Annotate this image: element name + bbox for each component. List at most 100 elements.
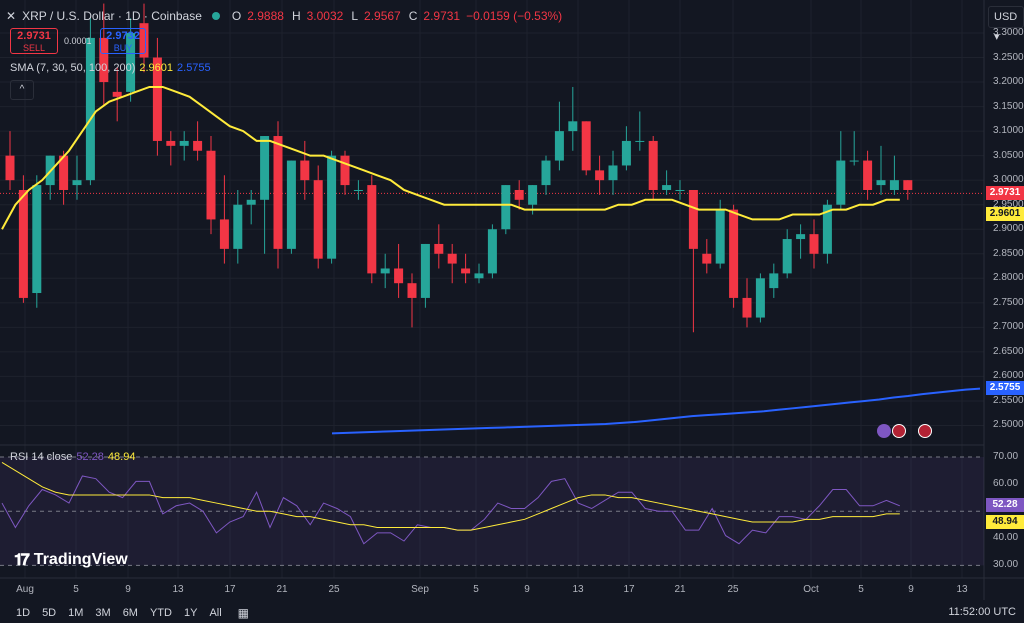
- price-tick-label: 3.3000: [993, 27, 1024, 38]
- candle-down: [367, 185, 377, 274]
- sma-fast-line: [1, 85, 900, 230]
- sma-legend[interactable]: SMA (7, 30, 50, 100, 200) 2.9601 2.5755: [10, 62, 211, 74]
- close-x-icon[interactable]: ✕: [6, 9, 17, 23]
- range-button-ytd[interactable]: YTD: [149, 607, 172, 619]
- candle-up: [635, 140, 645, 142]
- price-tick-label: 2.9000: [993, 223, 1024, 235]
- price-tick-label: 2.6000: [993, 370, 1024, 382]
- time-tick-label: 5: [73, 584, 79, 595]
- time-tick-label: 9: [125, 584, 131, 595]
- rsi-value: 52.28: [76, 451, 104, 463]
- candle-up: [782, 239, 792, 274]
- high-label: H: [291, 9, 301, 23]
- candle-up: [32, 185, 42, 294]
- candle-down: [595, 170, 605, 181]
- candle-up: [621, 140, 631, 166]
- price-tick-label: 2.5500: [993, 394, 1024, 406]
- price-tick-label: 3.1000: [993, 125, 1024, 137]
- sma-slow-line: [331, 387, 981, 435]
- candle-down: [742, 297, 752, 318]
- last-price-badge: 2.9731: [986, 186, 1024, 201]
- candle-down: [407, 283, 417, 298]
- candle-up: [554, 131, 564, 161]
- spread-value: 0.0001: [64, 36, 92, 46]
- candle-up: [474, 273, 484, 279]
- utc-clock[interactable]: 11:52:00 UTC: [948, 606, 1016, 618]
- range-button-1y[interactable]: 1Y: [183, 607, 198, 619]
- price-tick-label: 2.8000: [993, 272, 1024, 284]
- price-tick-label: 3.2000: [993, 76, 1024, 88]
- candle-up: [796, 234, 806, 240]
- event-flag-icon[interactable]: [877, 424, 891, 438]
- price-tick-label: 2.9500: [993, 198, 1024, 210]
- candle-down: [729, 209, 739, 298]
- price-tick-label: 2.8500: [993, 247, 1024, 259]
- candle-down: [340, 155, 350, 186]
- candle-up: [233, 204, 243, 249]
- price-tick-label: 3.0000: [993, 174, 1024, 186]
- candle-down: [112, 91, 122, 97]
- candle-down: [313, 180, 323, 259]
- sma-slow-badge: 2.5755: [986, 381, 1024, 396]
- candle-down: [300, 160, 310, 181]
- candle-down: [166, 140, 176, 146]
- candle-up: [662, 185, 672, 190]
- calendar-icon[interactable]: ▦: [237, 606, 250, 620]
- candle-down: [394, 268, 404, 284]
- candle-up: [715, 209, 725, 264]
- candle-up: [822, 204, 832, 254]
- range-button-5d[interactable]: 5D: [42, 607, 57, 619]
- candle-down: [514, 189, 524, 200]
- time-tick-label: 21: [276, 584, 288, 595]
- candle-down: [447, 253, 457, 264]
- candle-up: [126, 33, 136, 92]
- market-status-icon: [211, 12, 220, 20]
- price-tick-label: 2.5000: [993, 419, 1024, 431]
- buy-button[interactable]: 2.9732 BUY: [100, 28, 146, 54]
- sma-fast-value: 2.9601: [139, 62, 174, 74]
- price-tick-label: 3.1500: [993, 100, 1024, 112]
- candle-up: [260, 136, 270, 200]
- candle-down: [219, 219, 229, 249]
- candle-up: [286, 160, 296, 249]
- range-button-1m[interactable]: 1M: [68, 607, 84, 619]
- tradingview-wordmark: TradingView: [33, 551, 128, 568]
- symbol-title[interactable]: XRP / U.S. Dollar · 1D · Coinbase: [22, 9, 202, 23]
- low-label: L: [351, 9, 359, 23]
- us-flag-icon[interactable]: [892, 424, 906, 438]
- sell-label: SELL: [22, 43, 46, 53]
- range-button-6m[interactable]: 6M: [122, 607, 138, 619]
- candle-down: [99, 37, 109, 83]
- range-button-all[interactable]: All: [209, 607, 222, 619]
- candle-up: [85, 37, 95, 181]
- price-tick-label: 2.7500: [993, 296, 1024, 308]
- sell-price: 2.9731: [17, 30, 51, 42]
- currency-label: USD: [994, 11, 1018, 23]
- range-button-1d[interactable]: 1D: [16, 607, 31, 619]
- candle-down: [206, 150, 216, 220]
- buy-label: BUY: [113, 43, 133, 53]
- sma-label: SMA (7, 30, 50, 100, 200): [10, 62, 136, 74]
- candle-up: [876, 180, 886, 186]
- us-flag-icon[interactable]: [918, 424, 932, 438]
- range-button-3m[interactable]: 3M: [95, 607, 111, 619]
- candle-down: [5, 155, 15, 181]
- currency-select[interactable]: USD ▾: [988, 6, 1024, 43]
- time-tick-label: 5: [858, 584, 864, 595]
- candle-down: [461, 268, 471, 274]
- candle-down: [273, 136, 283, 249]
- price-tick-label: 3.0500: [993, 149, 1024, 161]
- rsi-legend[interactable]: RSI 14 close 52.28 48.94: [10, 451, 135, 463]
- rsi-tick-label: 70.00: [993, 451, 1019, 462]
- sell-button[interactable]: 2.9731 SELL: [10, 28, 58, 54]
- price-tick-label: 3.2500: [993, 51, 1024, 63]
- high-value: 3.0032: [306, 9, 344, 23]
- rsi-ma-line: [1, 461, 900, 531]
- candle-down: [434, 243, 444, 254]
- price-tick-label: 2.7000: [993, 321, 1024, 333]
- candle-down: [809, 234, 819, 254]
- chevron-up-icon[interactable]: ^: [10, 80, 34, 100]
- candle-up: [849, 160, 859, 162]
- time-tick-label: 21: [674, 584, 686, 595]
